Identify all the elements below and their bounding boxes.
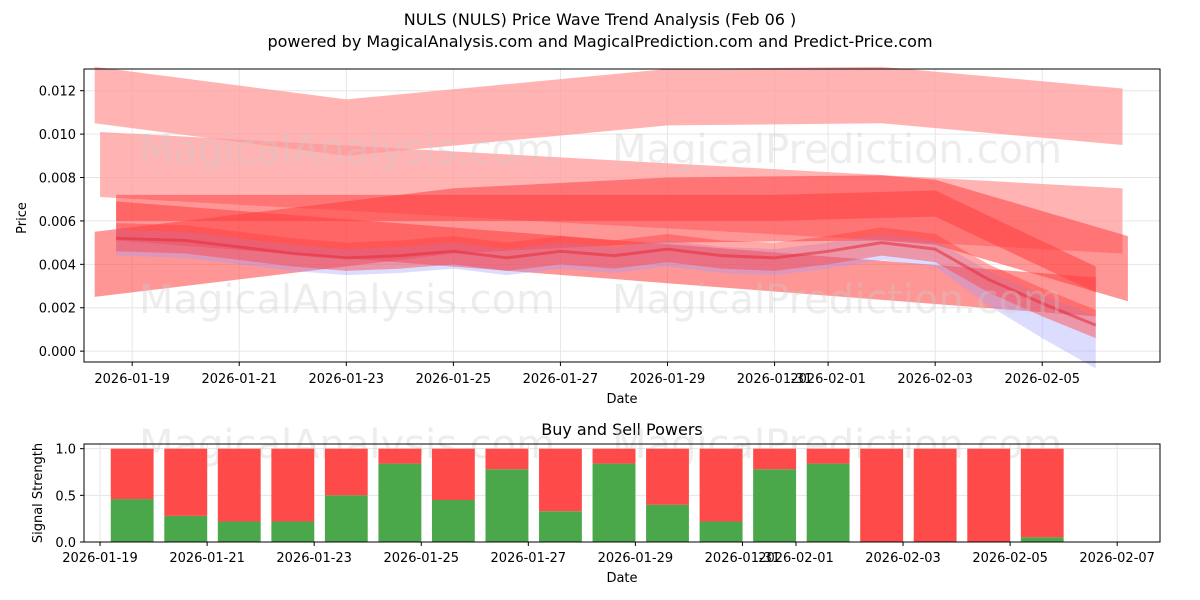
sell-bar bbox=[378, 448, 422, 464]
y-tick-label: 0.0 bbox=[55, 536, 76, 551]
x-tick-label: 2026-02-03 bbox=[897, 372, 973, 387]
y-tick-label: 1.0 bbox=[55, 443, 76, 458]
sell-bar bbox=[271, 448, 315, 522]
signal-plot: MagicalAnalysis.com MagicalPrediction.co… bbox=[31, 422, 1161, 586]
x-tick-label: 2026-02-03 bbox=[865, 551, 941, 566]
buy-bar bbox=[217, 521, 261, 542]
x-tick-label: 2026-01-25 bbox=[383, 551, 459, 566]
signal-x-axis-label: Date bbox=[606, 571, 637, 586]
y-tick-label: 0.000 bbox=[39, 345, 76, 360]
buy-bar bbox=[539, 511, 582, 542]
trend-band bbox=[116, 201, 1096, 317]
buy-bar bbox=[806, 463, 850, 542]
x-tick-label: 2026-02-07 bbox=[1079, 551, 1155, 566]
x-tick-label: 2026-01-19 bbox=[94, 372, 170, 387]
x-tick-label: 2026-01-27 bbox=[491, 551, 567, 566]
buy-bar bbox=[592, 463, 636, 542]
price-bands bbox=[94, 66, 1128, 369]
watermark-analysis: MagicalAnalysis.com bbox=[139, 277, 555, 323]
buy-bar bbox=[431, 500, 475, 542]
sell-bar bbox=[646, 448, 689, 505]
y-tick-label: 0.012 bbox=[39, 85, 76, 100]
chart-subtitle: powered by MagicalAnalysis.com and Magic… bbox=[267, 32, 932, 51]
buy-bar bbox=[110, 499, 154, 542]
watermark-analysis: MagicalAnalysis.com bbox=[139, 127, 555, 173]
sell-bar bbox=[164, 448, 208, 516]
watermark-prediction: MagicalPrediction.com bbox=[612, 127, 1062, 173]
y-tick-label: 0.010 bbox=[39, 128, 76, 143]
price-red-ribbon bbox=[116, 223, 1096, 339]
sell-bar bbox=[967, 448, 1011, 542]
x-tick-label: 2026-02-01 bbox=[758, 551, 834, 566]
sell-bar bbox=[485, 448, 529, 470]
price-x-axis-label: Date bbox=[606, 392, 637, 407]
sell-bar bbox=[431, 448, 475, 500]
buy-bar bbox=[378, 463, 422, 542]
sell-bar bbox=[110, 448, 154, 500]
sell-bar bbox=[806, 448, 850, 464]
x-tick-label: 2026-02-05 bbox=[1004, 372, 1080, 387]
buy-bar bbox=[271, 521, 315, 542]
buy-bar bbox=[164, 515, 208, 542]
price-plot-frame bbox=[83, 68, 1161, 363]
trend-band bbox=[116, 190, 1096, 293]
y-tick-label: 0.002 bbox=[39, 302, 76, 317]
chart-title: NULS (NULS) Price Wave Trend Analysis (F… bbox=[404, 10, 797, 29]
sell-bar bbox=[1020, 448, 1064, 538]
x-tick-label: 2026-01-31 bbox=[705, 551, 781, 566]
price-y-axis-label: Price bbox=[15, 202, 30, 234]
signal-y-ticks: 0.0 0.5 1.0 bbox=[55, 443, 84, 551]
trend-band bbox=[94, 66, 1123, 156]
buy-bar bbox=[485, 469, 529, 542]
y-tick-label: 0.008 bbox=[39, 172, 76, 187]
buy-bar bbox=[753, 469, 796, 542]
price-blue-ribbon bbox=[116, 229, 1096, 369]
x-tick-label: 2026-01-19 bbox=[62, 551, 138, 566]
buy-bar bbox=[699, 521, 743, 542]
price-watermarks: MagicalAnalysis.com MagicalPrediction.co… bbox=[139, 127, 1062, 323]
bar-chart-title: Buy and Sell Powers bbox=[541, 420, 703, 439]
x-tick-label: 2026-01-27 bbox=[523, 372, 599, 387]
signal-bars bbox=[110, 448, 1064, 542]
x-tick-label: 2026-01-23 bbox=[309, 372, 385, 387]
x-tick-label: 2026-01-23 bbox=[276, 551, 352, 566]
x-tick-label: 2026-01-31 bbox=[737, 372, 813, 387]
sell-bar bbox=[753, 448, 796, 470]
y-tick-label: 0.5 bbox=[55, 489, 76, 504]
x-tick-label: 2026-01-21 bbox=[201, 372, 277, 387]
signal-y-axis-label: Signal Strength bbox=[31, 443, 46, 543]
sell-bar bbox=[860, 448, 904, 542]
price-y-ticks: 0.000 0.002 0.004 0.006 0.008 0.010 0.012 bbox=[39, 85, 84, 360]
sell-bar bbox=[592, 448, 636, 464]
x-tick-label: 2026-02-01 bbox=[790, 372, 866, 387]
x-tick-label: 2026-01-29 bbox=[630, 372, 706, 387]
y-tick-label: 0.006 bbox=[39, 215, 76, 230]
x-tick-label: 2026-02-05 bbox=[972, 551, 1048, 566]
sell-bar bbox=[913, 448, 957, 542]
watermark-prediction: MagicalPrediction.com bbox=[612, 277, 1062, 323]
buy-bar bbox=[646, 504, 689, 542]
sell-bar bbox=[324, 448, 368, 496]
x-tick-label: 2026-01-21 bbox=[169, 551, 245, 566]
sell-bar bbox=[699, 448, 743, 522]
sell-bar bbox=[539, 448, 582, 512]
signal-x-ticks: 2026-01-19 2026-01-21 2026-01-23 2026-01-25… bbox=[62, 542, 1155, 566]
x-tick-label: 2026-01-29 bbox=[598, 551, 674, 566]
buy-bar bbox=[324, 495, 368, 542]
x-tick-label: 2026-01-25 bbox=[416, 372, 492, 387]
price-line bbox=[116, 236, 1097, 327]
price-plot: MagicalAnalysis.com MagicalPrediction.co… bbox=[15, 66, 1161, 407]
sell-bar bbox=[217, 448, 261, 522]
buy-bar bbox=[1020, 537, 1064, 542]
price-x-ticks: 2026-01-19 2026-01-21 2026-01-23 2026-01-25… bbox=[94, 362, 1080, 387]
y-tick-label: 0.004 bbox=[39, 258, 76, 273]
signal-plot-frame bbox=[83, 443, 1161, 543]
